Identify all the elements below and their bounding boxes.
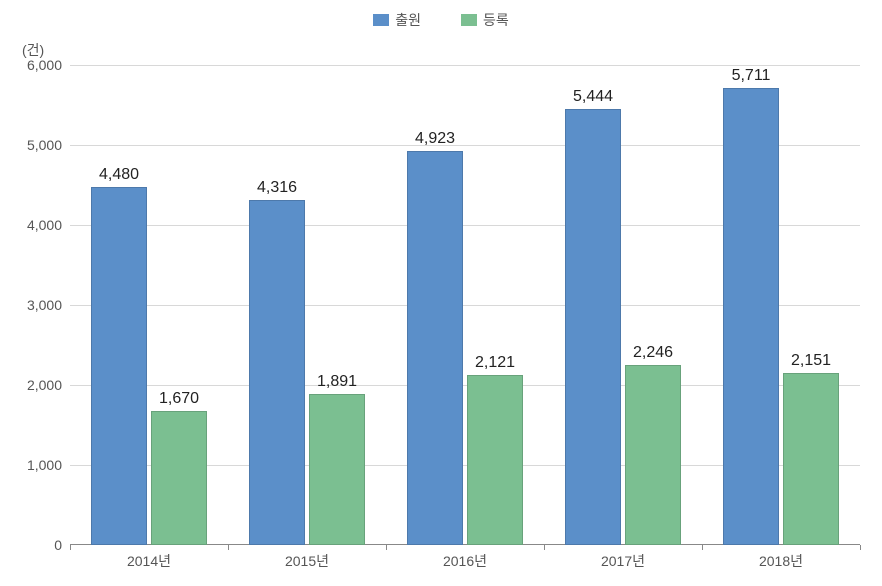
- y-tick-label: 5,000: [27, 137, 70, 153]
- chart-container: 출원 등록 (건) 01,0002,0003,0004,0005,0006,00…: [0, 0, 882, 586]
- gridline: [70, 65, 860, 66]
- x-tick: [228, 545, 229, 550]
- x-tick: [860, 545, 861, 550]
- bar-group: 4,4801,670: [91, 187, 207, 545]
- legend-swatch-register: [461, 14, 477, 26]
- bar-value-label: 1,891: [317, 373, 357, 395]
- bar-등록: 1,670: [151, 411, 207, 545]
- bar-value-label: 5,711: [732, 67, 771, 89]
- bar-value-label: 2,151: [791, 352, 831, 374]
- bar-등록: 2,121: [467, 375, 523, 545]
- bar-value-label: 4,480: [99, 166, 139, 188]
- y-tick-label: 4,000: [27, 217, 70, 233]
- legend-label: 등록: [483, 10, 509, 30]
- bar-group: 5,7112,151: [723, 88, 839, 545]
- legend-swatch-apply: [373, 14, 389, 26]
- bar-등록: 2,246: [625, 365, 681, 545]
- legend-item: 등록: [461, 10, 509, 30]
- bar-출원: 5,711: [723, 88, 779, 545]
- bar-group: 5,4442,246: [565, 109, 681, 545]
- bar-group: 4,3161,891: [249, 200, 365, 545]
- x-tick-label: 2016년: [443, 545, 487, 571]
- bar-value-label: 2,246: [633, 344, 673, 366]
- legend-item: 출원: [373, 10, 421, 30]
- y-tick-label: 3,000: [27, 297, 70, 313]
- bar-출원: 5,444: [565, 109, 621, 545]
- bar-출원: 4,316: [249, 200, 305, 545]
- bar-등록: 2,151: [783, 373, 839, 545]
- y-tick-label: 1,000: [27, 457, 70, 473]
- bar-value-label: 4,316: [257, 179, 297, 201]
- bar-value-label: 1,670: [159, 390, 199, 412]
- bar-value-label: 5,444: [573, 88, 613, 110]
- legend: 출원 등록: [0, 10, 882, 30]
- x-tick: [702, 545, 703, 550]
- bar-출원: 4,923: [407, 151, 463, 545]
- y-tick-label: 6,000: [27, 57, 70, 73]
- x-tick-label: 2015년: [285, 545, 329, 571]
- bar-group: 4,9232,121: [407, 151, 523, 545]
- bar-출원: 4,480: [91, 187, 147, 545]
- bar-value-label: 4,923: [415, 130, 455, 152]
- bar-value-label: 2,121: [475, 354, 515, 376]
- x-tick-label: 2014년: [127, 545, 171, 571]
- legend-label: 출원: [395, 10, 421, 30]
- x-tick: [544, 545, 545, 550]
- y-tick-label: 2,000: [27, 377, 70, 393]
- x-tick-label: 2018년: [759, 545, 803, 571]
- x-tick-label: 2017년: [601, 545, 645, 571]
- x-tick: [70, 545, 71, 550]
- plot-area: 01,0002,0003,0004,0005,0006,0004,4801,67…: [70, 65, 860, 545]
- bar-등록: 1,891: [309, 394, 365, 545]
- y-tick-label: 0: [54, 537, 70, 553]
- x-tick: [386, 545, 387, 550]
